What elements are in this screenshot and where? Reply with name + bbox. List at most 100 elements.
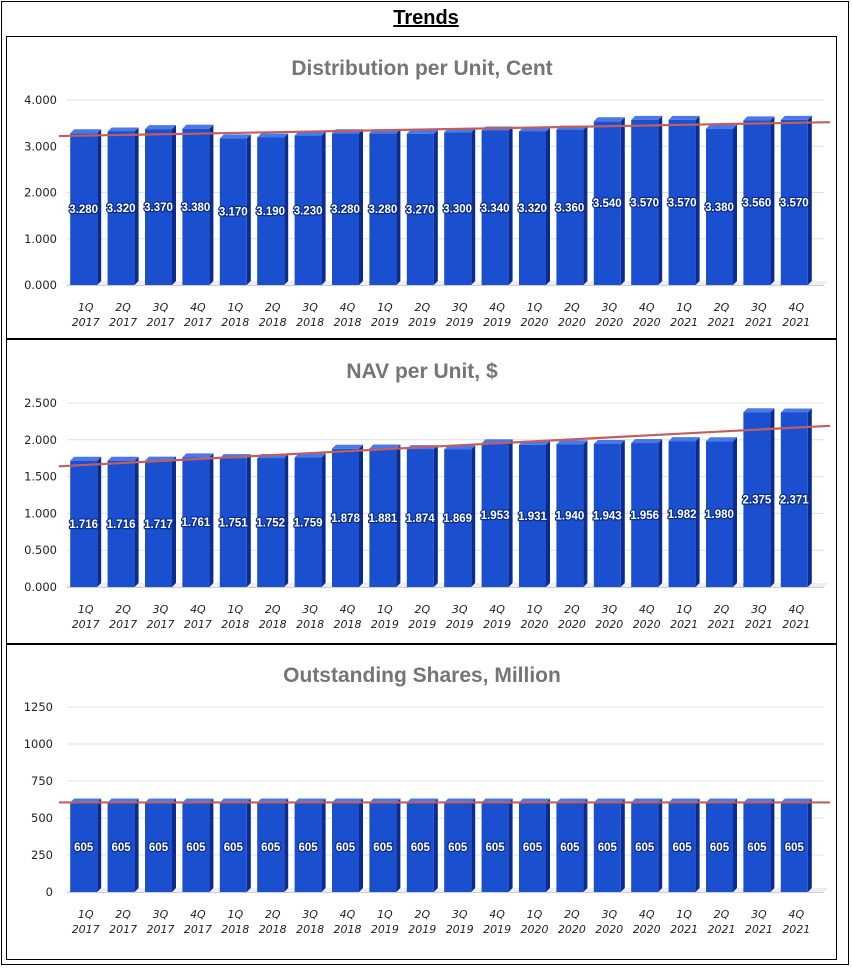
trend-line <box>58 424 831 468</box>
bar-side <box>733 798 737 892</box>
x-tick-label: 3Q <box>153 908 169 921</box>
x-tick-label: 4Q <box>340 301 356 314</box>
bar-front <box>481 130 509 285</box>
bar <box>182 453 214 587</box>
bar-front <box>332 802 359 892</box>
x-tick-label: 2Q <box>115 908 131 921</box>
x-tick-label: 2018 <box>259 316 287 329</box>
x-tick-label: 2Q <box>564 603 580 616</box>
data-label: 1.931 <box>518 511 547 523</box>
bar-front <box>294 457 322 587</box>
bar-front <box>219 138 247 285</box>
bar <box>70 456 102 587</box>
bar-top <box>107 127 139 132</box>
bar-side <box>546 798 550 892</box>
x-tick-label: 2020 <box>521 923 549 936</box>
data-label: 605 <box>635 842 655 854</box>
bar-top <box>631 115 663 120</box>
bar-front <box>406 802 434 892</box>
bar-front <box>332 133 359 285</box>
data-label: 3.380 <box>182 202 211 214</box>
x-tick-label: 2019 <box>446 316 474 329</box>
bar-top <box>743 116 775 121</box>
bar-side <box>807 408 812 587</box>
x-tick-label: 2021 <box>670 923 698 936</box>
bar-top <box>668 437 700 442</box>
bar <box>406 129 438 285</box>
bar-side <box>583 440 588 587</box>
nav-chart-panel: NAV per Unit, $ 0.000 0.500 1.000 1.500 2.000… <box>6 339 837 644</box>
bar <box>369 129 401 285</box>
bar <box>668 798 700 892</box>
bar <box>219 454 251 587</box>
data-label: 605 <box>299 842 319 854</box>
x-tick-label: 2020 <box>521 618 549 631</box>
bar-front <box>107 802 135 892</box>
bar <box>481 439 513 587</box>
data-label: 3.280 <box>331 204 360 216</box>
bar-side <box>508 439 513 587</box>
x-tick-label: 4Q <box>190 603 206 616</box>
x-tick-label: 4Q <box>190 908 206 921</box>
nav-chart: NAV per Unit, $ 0.000 0.500 1.000 1.500 2.000… <box>24 360 831 631</box>
bar <box>219 134 251 285</box>
bar-front <box>780 412 808 587</box>
bar <box>706 124 737 285</box>
bar-front <box>406 449 434 587</box>
bar-side <box>359 444 363 587</box>
bar-side <box>172 456 176 587</box>
x-tick-label: 2018 <box>334 618 362 631</box>
data-label: 1.940 <box>556 511 585 523</box>
data-label: 3.340 <box>481 203 510 215</box>
x-tick-label: 3Q <box>601 908 617 921</box>
bar-side <box>433 445 438 587</box>
x-tick-label: 3Q <box>601 301 617 314</box>
data-label: 605 <box>74 842 94 854</box>
bar-front <box>182 457 210 587</box>
distribution-chart: Distribution per Unit, Cent 0.000 1.000 2.0… <box>24 57 831 329</box>
bar-side <box>471 128 476 285</box>
bar-side <box>433 798 438 892</box>
bar-side <box>583 125 588 285</box>
bar-top <box>706 124 737 129</box>
bar-side <box>209 798 214 892</box>
data-label: 1.953 <box>481 510 510 522</box>
x-tick-label: 2Q <box>714 301 730 314</box>
bar-front <box>107 131 135 285</box>
data-label: 605 <box>411 842 431 854</box>
bar-side <box>583 798 588 892</box>
bar-front <box>145 802 172 892</box>
bar-front <box>70 133 98 285</box>
bar-side <box>172 125 176 285</box>
x-tick-label: 2Q <box>265 301 281 314</box>
x-tick-label: 4Q <box>788 301 804 314</box>
x-tick-label: 2020 <box>521 316 549 329</box>
chart-title: NAV per Unit, $ <box>346 360 498 383</box>
bar <box>743 116 775 285</box>
x-tick-label: 2018 <box>259 923 287 936</box>
x-tick-label: 4Q <box>190 301 206 314</box>
data-label: 605 <box>448 842 468 854</box>
x-tick-label: 2Q <box>714 603 730 616</box>
x-tick-label: 2021 <box>782 316 810 329</box>
bar-side <box>695 798 700 892</box>
x-tick-label: 2018 <box>296 923 324 936</box>
bar <box>369 798 401 892</box>
data-label: 1.717 <box>144 519 173 531</box>
bar-top <box>182 124 214 129</box>
bar <box>257 133 289 285</box>
x-tick-label: 3Q <box>302 603 318 616</box>
data-label: 605 <box>523 842 543 854</box>
bar-side <box>321 453 326 587</box>
data-label: 1.751 <box>219 518 248 530</box>
x-tick-label: 3Q <box>751 301 767 314</box>
chart-title: Distribution per Unit, Cent <box>291 57 552 80</box>
bar-front <box>219 802 247 892</box>
x-tick-label: 3Q <box>601 603 617 616</box>
bar-front <box>631 802 659 892</box>
bar <box>369 444 401 587</box>
bar <box>70 129 102 285</box>
data-label: 1.956 <box>630 510 659 522</box>
x-tick-label: 3Q <box>153 603 169 616</box>
bar-front <box>369 133 397 285</box>
